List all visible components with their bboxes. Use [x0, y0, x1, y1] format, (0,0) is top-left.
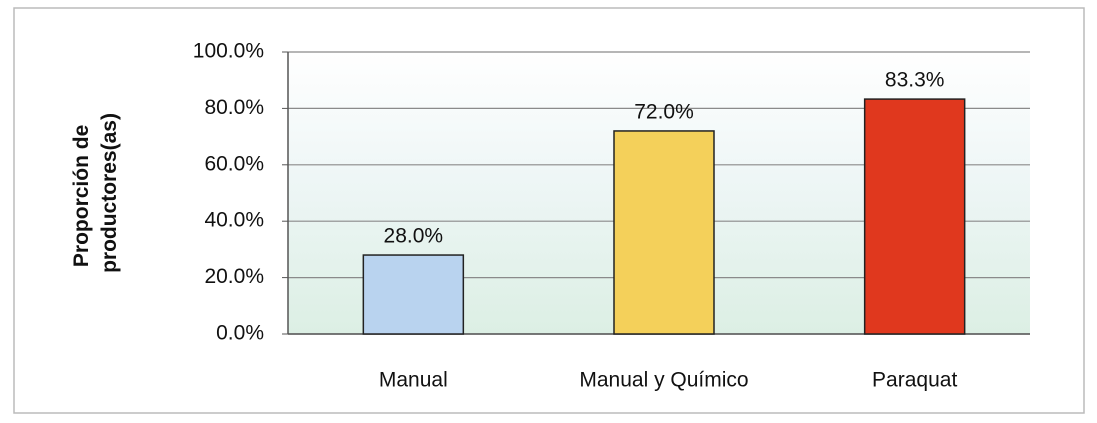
data-label: 83.3%: [885, 69, 945, 92]
x-tick-label: Manual y Químico: [579, 369, 748, 392]
x-tick-label: Paraquat: [872, 369, 957, 392]
data-label: 72.0%: [634, 101, 694, 124]
bar: [613, 130, 715, 335]
y-tick-label: 20.0%: [204, 265, 264, 288]
y-tick-label: 0.0%: [216, 322, 264, 345]
y-axis-label-line: productores(as): [98, 113, 121, 273]
x-tick-label: Manual: [379, 369, 448, 392]
bar: [863, 98, 966, 335]
y-axis-label-line: Proporción de: [70, 125, 93, 267]
y-tick-label: 80.0%: [204, 96, 264, 119]
bar: [362, 254, 465, 335]
y-axis-label: Proporción de productores(as): [70, 113, 121, 273]
y-tick-label: 60.0%: [204, 152, 264, 175]
data-label: 28.0%: [384, 225, 444, 248]
y-tick-label: 100.0%: [193, 40, 264, 63]
y-tick-label: 40.0%: [204, 209, 264, 232]
